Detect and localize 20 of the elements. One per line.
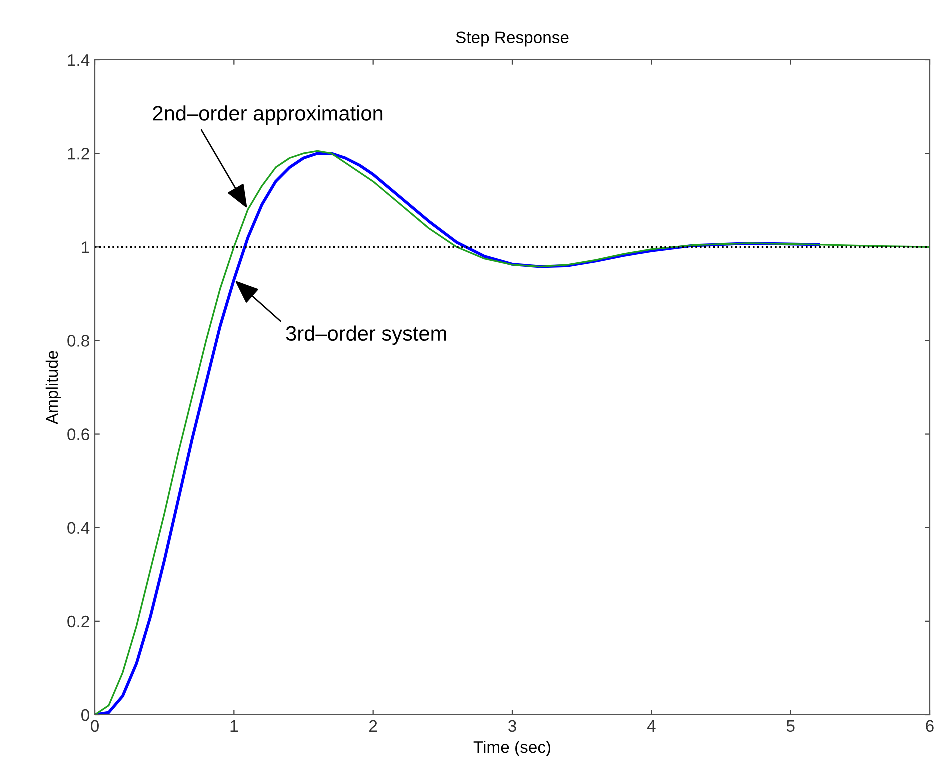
x-tick-label: 1 xyxy=(230,720,238,732)
x-tick-label: 0 xyxy=(91,720,99,732)
x-tick-label: 3 xyxy=(508,720,516,732)
y-tick-label: 0.6 xyxy=(68,428,90,440)
y-tick-label: 1 xyxy=(82,242,90,254)
y-tick-label: 1.2 xyxy=(68,148,90,160)
y-axis-title: Amplitude xyxy=(46,351,62,425)
y-tick-label: 0 xyxy=(82,709,90,722)
chart-title: Step Response xyxy=(456,32,569,47)
x-tick-label: 2 xyxy=(370,720,378,732)
y-tick-label: 0.4 xyxy=(68,522,90,534)
x-tick-label: 5 xyxy=(786,720,795,732)
annotation: 3rd–order system xyxy=(286,326,446,346)
x-axis-title: Time (sec) xyxy=(474,740,551,756)
annotation: 2nd–order approximation xyxy=(153,106,383,125)
y-tick-label: 1.4 xyxy=(68,54,90,66)
y-tick-label: 0.8 xyxy=(68,335,90,347)
x-tick-label: 4 xyxy=(647,720,656,732)
x-tick-label: 6 xyxy=(926,720,934,732)
y-tick-label: 0.2 xyxy=(68,616,90,628)
